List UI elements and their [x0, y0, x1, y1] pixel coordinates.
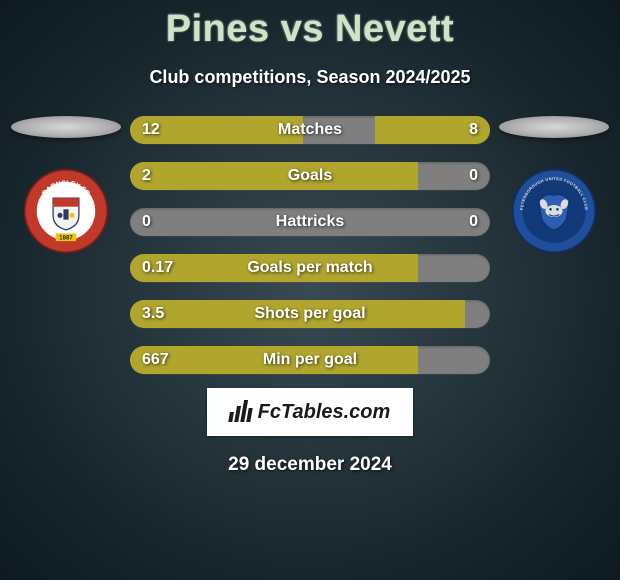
stat-right-value: 8 [469, 116, 478, 144]
left-team-column: BARNSLEY FC 1887 [6, 116, 126, 254]
comparison-bars: 12 Matches 8 2 Goals 0 0 Hattricks 0 0.17 Goals pe… [126, 116, 494, 374]
stat-label: Goals [288, 162, 332, 190]
platform-shadow-right [499, 116, 609, 138]
stat-left-value: 2 [142, 162, 151, 190]
right-team-column: PETERBOROUGH UNITED FOOTBALL CLUB [494, 116, 614, 254]
stat-label: Hattricks [276, 208, 344, 236]
stat-right-value: 0 [469, 162, 478, 190]
stat-right-value: 0 [469, 208, 478, 236]
fctables-label: FcTables.com [258, 401, 391, 424]
page-subtitle: Club competitions, Season 2024/2025 [0, 67, 620, 88]
stat-label: Shots per goal [254, 300, 365, 328]
date-label: 29 december 2024 [228, 454, 392, 476]
left-team-crest: BARNSLEY FC 1887 [23, 168, 109, 254]
stat-bar: 0 Hattricks 0 [130, 208, 490, 236]
stat-bar: 12 Matches 8 [130, 116, 490, 144]
stat-label: Min per goal [263, 346, 357, 374]
stat-label: Goals per match [247, 254, 372, 282]
stat-left-value: 0 [142, 208, 151, 236]
page-title: Pines vs Nevett [0, 8, 620, 51]
stat-left-value: 0.17 [142, 254, 173, 282]
fctables-badge: FcTables.com [207, 388, 413, 436]
stat-bar: 3.5 Shots per goal [130, 300, 490, 328]
svg-text:1887: 1887 [59, 235, 73, 241]
stat-left-value: 3.5 [142, 300, 164, 328]
stat-left-value: 12 [142, 116, 160, 144]
stat-left-value: 667 [142, 346, 169, 374]
platform-shadow-left [11, 116, 121, 138]
stat-label: Matches [278, 116, 342, 144]
right-team-crest: PETERBOROUGH UNITED FOOTBALL CLUB [511, 168, 597, 254]
stat-bar-left-fill [130, 162, 418, 190]
stat-bar: 667 Min per goal [130, 346, 490, 374]
stat-bar: 2 Goals 0 [130, 162, 490, 190]
stat-bar: 0.17 Goals per match [130, 254, 490, 282]
fctables-icon [228, 402, 254, 422]
